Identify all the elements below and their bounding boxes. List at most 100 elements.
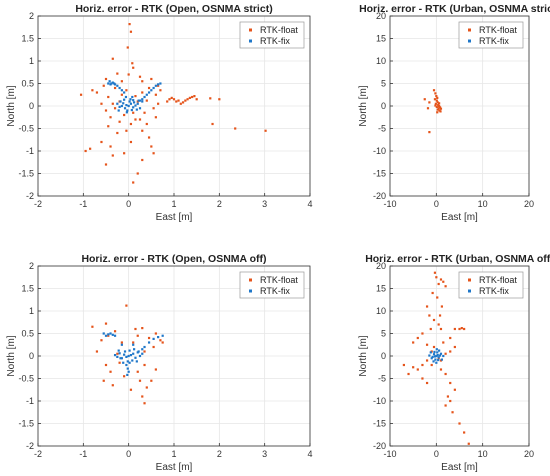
point-rtk-float [131, 62, 134, 65]
x-tick-label: 20 [524, 449, 534, 459]
x-tick-label: 10 [478, 199, 488, 209]
point-rtk-float [129, 30, 133, 33]
point-rtk-float [152, 152, 155, 155]
point-rtk-float [109, 370, 112, 373]
point-rtk-fix [428, 354, 431, 357]
y-tick-label: 1 [29, 306, 34, 316]
legend-marker-rtk-float [249, 28, 252, 32]
point-rtk-float [195, 98, 198, 101]
point-rtk-fix [135, 108, 138, 111]
point-rtk-float [436, 111, 439, 114]
point-rtk-fix [147, 341, 151, 344]
y-tick-label: -15 [373, 419, 386, 429]
point-rtk-float [107, 125, 110, 128]
point-rtk-fix [116, 102, 119, 105]
point-rtk-fix [433, 355, 437, 358]
x-tick-label: 4 [307, 199, 312, 209]
point-rtk-fix [157, 336, 160, 339]
point-rtk-fix [138, 99, 142, 102]
point-rtk-float [209, 97, 212, 100]
point-rtk-float [111, 154, 114, 157]
y-tick-label: 0.5 [21, 79, 34, 89]
point-rtk-float [425, 359, 429, 362]
point-rtk-fix [127, 104, 130, 108]
point-rtk-float [125, 129, 128, 132]
point-rtk-float [141, 129, 144, 132]
point-rtk-fix [117, 109, 120, 112]
y-tick-label: 0 [29, 351, 34, 361]
point-rtk-float [132, 66, 135, 69]
point-rtk-fix [147, 91, 151, 94]
point-rtk-fix [131, 359, 134, 362]
point-rtk-float [186, 98, 189, 101]
x-axis-label: East [m] [156, 462, 193, 473]
point-rtk-float [439, 368, 443, 371]
point-rtk-float [123, 113, 126, 117]
point-rtk-float [150, 77, 153, 81]
point-rtk-fix [118, 105, 121, 108]
point-rtk-float [154, 332, 157, 335]
y-axis-label: North [m] [358, 85, 369, 126]
point-rtk-float [439, 110, 442, 113]
point-rtk-fix [141, 348, 144, 351]
point-rtk-fix [145, 93, 148, 96]
point-rtk-float [175, 100, 178, 103]
point-rtk-fix [125, 104, 128, 107]
point-rtk-fix [123, 353, 126, 356]
point-rtk-float [458, 422, 461, 425]
point-rtk-fix [111, 333, 114, 336]
x-tick-label: 20 [524, 199, 534, 209]
point-rtk-float [458, 327, 461, 331]
point-rtk-fix [132, 352, 135, 355]
legend-marker-rtk-fix [468, 39, 471, 43]
plot-1: -2 -1 0 1 2 3 4 -2 -1.5 -1 -0.5 0 0.5 1 1.5 2 Horiz. err… [6, 3, 313, 223]
y-tick-label: -10 [373, 396, 386, 406]
point-rtk-float [191, 95, 194, 99]
plot-title: Horiz. error - RTK (Urban, OSNMA off) [365, 253, 550, 265]
point-rtk-fix [116, 355, 119, 358]
point-rtk-float [157, 102, 160, 105]
point-rtk-float [463, 431, 466, 434]
point-rtk-float [425, 381, 429, 385]
point-rtk-float [109, 116, 112, 119]
legend-label-rtk-float: RTK-float [260, 25, 298, 35]
point-rtk-fix [128, 100, 131, 103]
point-rtk-float [211, 122, 214, 126]
point-rtk-float [444, 372, 447, 376]
point-rtk-float [91, 325, 94, 328]
x-tick-label: -2 [34, 449, 42, 459]
point-rtk-float [126, 46, 129, 49]
y-tick-label: -20 [373, 441, 386, 451]
point-rtk-float [152, 107, 155, 110]
point-rtk-fix [123, 107, 127, 110]
point-rtk-float [107, 334, 110, 337]
point-rtk-float [104, 77, 108, 81]
point-rtk-fix [438, 349, 441, 352]
point-rtk-float [102, 84, 105, 87]
point-rtk-float [138, 118, 142, 121]
y-tick-label: 1 [29, 56, 34, 66]
point-rtk-fix [141, 352, 144, 355]
point-rtk-float [432, 318, 436, 322]
point-rtk-float [143, 402, 146, 405]
y-tick-label: -1 [26, 396, 34, 406]
point-rtk-float [442, 341, 445, 344]
y-tick-label: 2 [29, 11, 34, 21]
point-rtk-float [154, 116, 157, 119]
point-rtk-float [159, 89, 162, 92]
x-tick-label: -1 [79, 199, 87, 209]
point-rtk-float [449, 336, 452, 340]
y-tick-label: 10 [376, 56, 386, 66]
point-rtk-fix [159, 82, 162, 85]
point-rtk-fix [123, 91, 126, 94]
point-rtk-float [136, 334, 139, 337]
y-axis-label: North [m] [6, 335, 17, 376]
point-rtk-fix [128, 349, 131, 352]
point-rtk-fix [143, 95, 146, 99]
y-tick-label: 0 [381, 351, 386, 361]
point-rtk-fix [437, 356, 440, 359]
point-rtk-float [104, 163, 108, 166]
point-rtk-float [467, 442, 470, 445]
point-rtk-float [177, 99, 180, 102]
point-rtk-fix [126, 109, 129, 112]
